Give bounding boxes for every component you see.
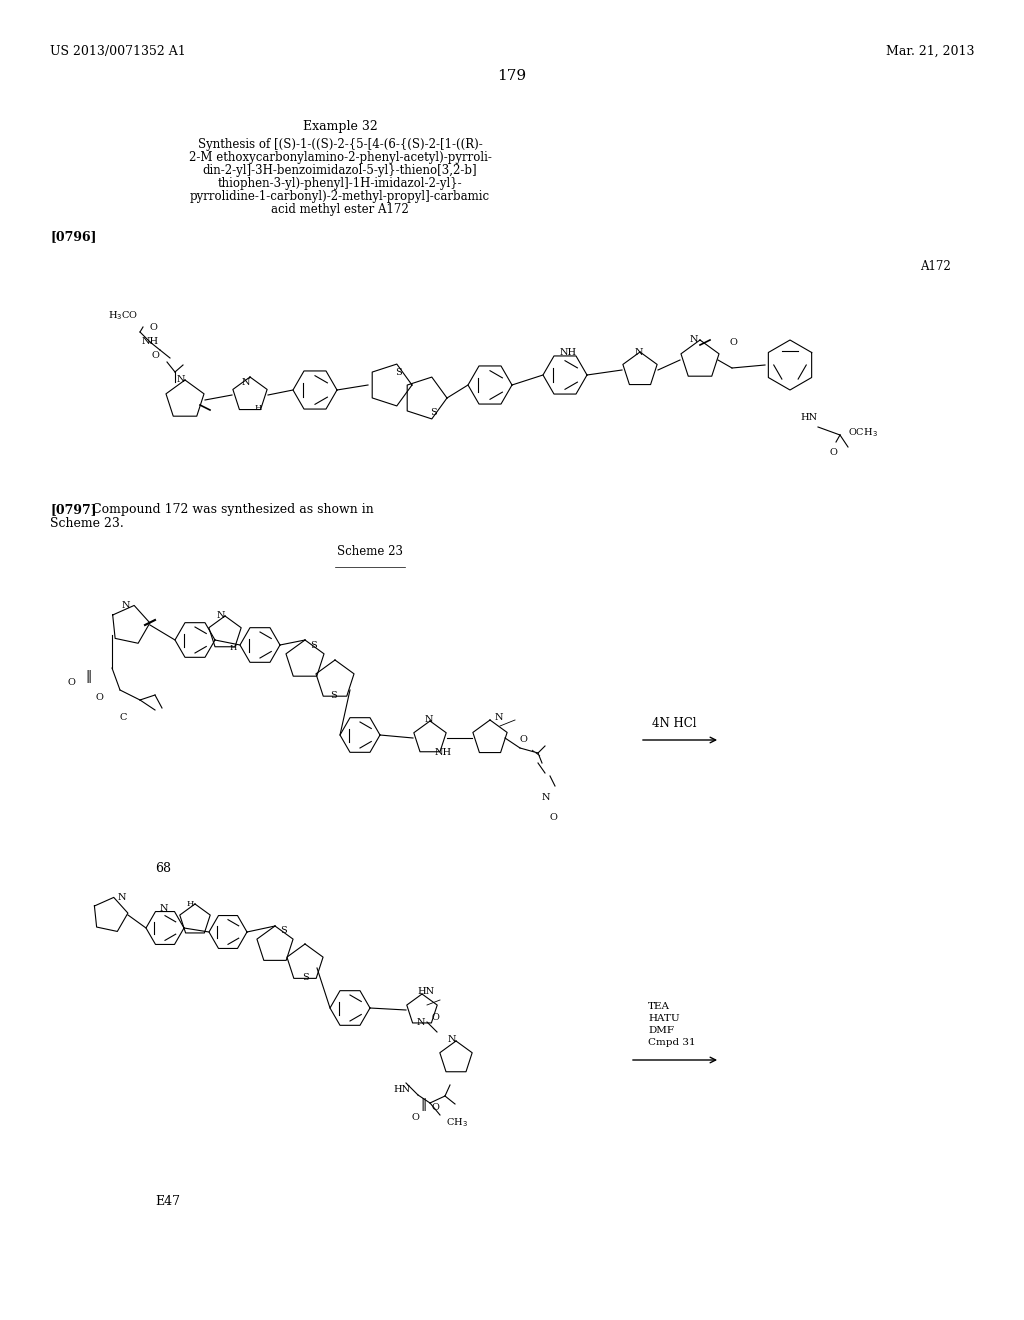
Text: DMF: DMF — [648, 1026, 674, 1035]
Text: TEA: TEA — [648, 1002, 670, 1011]
Text: N: N — [122, 601, 130, 610]
Text: C: C — [120, 713, 127, 722]
Text: O: O — [550, 813, 558, 822]
Text: Synthesis of [(S)-1-((S)-2-{5-[4-(6-{(S)-2-[1-((R)-: Synthesis of [(S)-1-((S)-2-{5-[4-(6-{(S)… — [198, 139, 482, 150]
Text: O: O — [152, 351, 160, 360]
Text: HN: HN — [417, 987, 434, 997]
Text: N: N — [417, 1018, 426, 1027]
Text: N: N — [449, 1035, 457, 1044]
Text: US 2013/0071352 A1: US 2013/0071352 A1 — [50, 45, 185, 58]
Text: O: O — [730, 338, 738, 347]
Text: N: N — [425, 715, 433, 723]
Text: [0797]: [0797] — [50, 503, 96, 516]
Text: O: O — [432, 1104, 440, 1111]
Text: S: S — [302, 973, 309, 982]
Text: N: N — [542, 793, 551, 803]
Text: $\mathregular{\|}$: $\mathregular{\|}$ — [85, 668, 91, 685]
Text: N: N — [495, 713, 504, 722]
Text: S: S — [430, 408, 437, 417]
Text: N: N — [118, 894, 127, 902]
Text: 68: 68 — [155, 862, 171, 875]
Text: O: O — [68, 678, 76, 686]
Text: N: N — [160, 904, 169, 913]
Text: H: H — [187, 900, 195, 908]
Text: 4N HCl: 4N HCl — [652, 717, 696, 730]
Text: 179: 179 — [498, 69, 526, 83]
Text: 2-M ethoxycarbonylamino-2-phenyl-acetyl)-pyrroli-: 2-M ethoxycarbonylamino-2-phenyl-acetyl)… — [188, 150, 492, 164]
Text: HATU: HATU — [648, 1014, 680, 1023]
Text: HN: HN — [800, 413, 817, 422]
Text: A172: A172 — [920, 260, 950, 273]
Text: N: N — [217, 611, 225, 620]
Text: H: H — [255, 404, 262, 412]
Text: CH$_3$: CH$_3$ — [446, 1115, 468, 1129]
Text: S: S — [310, 642, 316, 649]
Text: OCH$_3$: OCH$_3$ — [848, 426, 878, 438]
Text: Scheme 23.: Scheme 23. — [50, 517, 124, 531]
Text: E47: E47 — [155, 1195, 180, 1208]
Text: N: N — [635, 348, 643, 356]
Text: O: O — [520, 735, 528, 744]
Text: O: O — [830, 447, 838, 457]
Text: NH: NH — [435, 748, 453, 756]
Text: Example 32: Example 32 — [303, 120, 378, 133]
Text: H: H — [230, 644, 238, 652]
Text: acid methyl ester A172: acid methyl ester A172 — [271, 203, 409, 216]
Text: NH: NH — [560, 348, 578, 356]
Text: H$_3$CO: H$_3$CO — [108, 309, 138, 322]
Text: O: O — [95, 693, 102, 702]
Text: O: O — [412, 1113, 420, 1122]
Text: Scheme 23: Scheme 23 — [337, 545, 403, 558]
Text: [0796]: [0796] — [50, 230, 96, 243]
Text: din-2-yl]-3H-benzoimidazol-5-yl}-thieno[3,2-b]: din-2-yl]-3H-benzoimidazol-5-yl}-thieno[… — [203, 164, 477, 177]
Text: pyrrolidine-1-carbonyl)-2-methyl-propyl]-carbamic: pyrrolidine-1-carbonyl)-2-methyl-propyl]… — [189, 190, 490, 203]
Text: N: N — [177, 375, 185, 384]
Text: N: N — [242, 378, 251, 387]
Text: S: S — [330, 690, 337, 700]
Text: HN: HN — [393, 1085, 411, 1094]
Text: Compound 172 was synthesized as shown in: Compound 172 was synthesized as shown in — [92, 503, 374, 516]
Text: Cmpd 31: Cmpd 31 — [648, 1038, 695, 1047]
Text: NH: NH — [142, 337, 159, 346]
Text: N: N — [690, 335, 698, 345]
Text: thiophen-3-yl)-phenyl]-1H-imidazol-2-yl}-: thiophen-3-yl)-phenyl]-1H-imidazol-2-yl}… — [218, 177, 462, 190]
Text: O: O — [432, 1012, 440, 1022]
Text: $\mathregular{\|}$: $\mathregular{\|}$ — [420, 1096, 427, 1113]
Text: Mar. 21, 2013: Mar. 21, 2013 — [886, 45, 974, 58]
Text: S: S — [280, 927, 287, 935]
Text: S: S — [395, 368, 401, 378]
Text: O: O — [150, 323, 158, 333]
